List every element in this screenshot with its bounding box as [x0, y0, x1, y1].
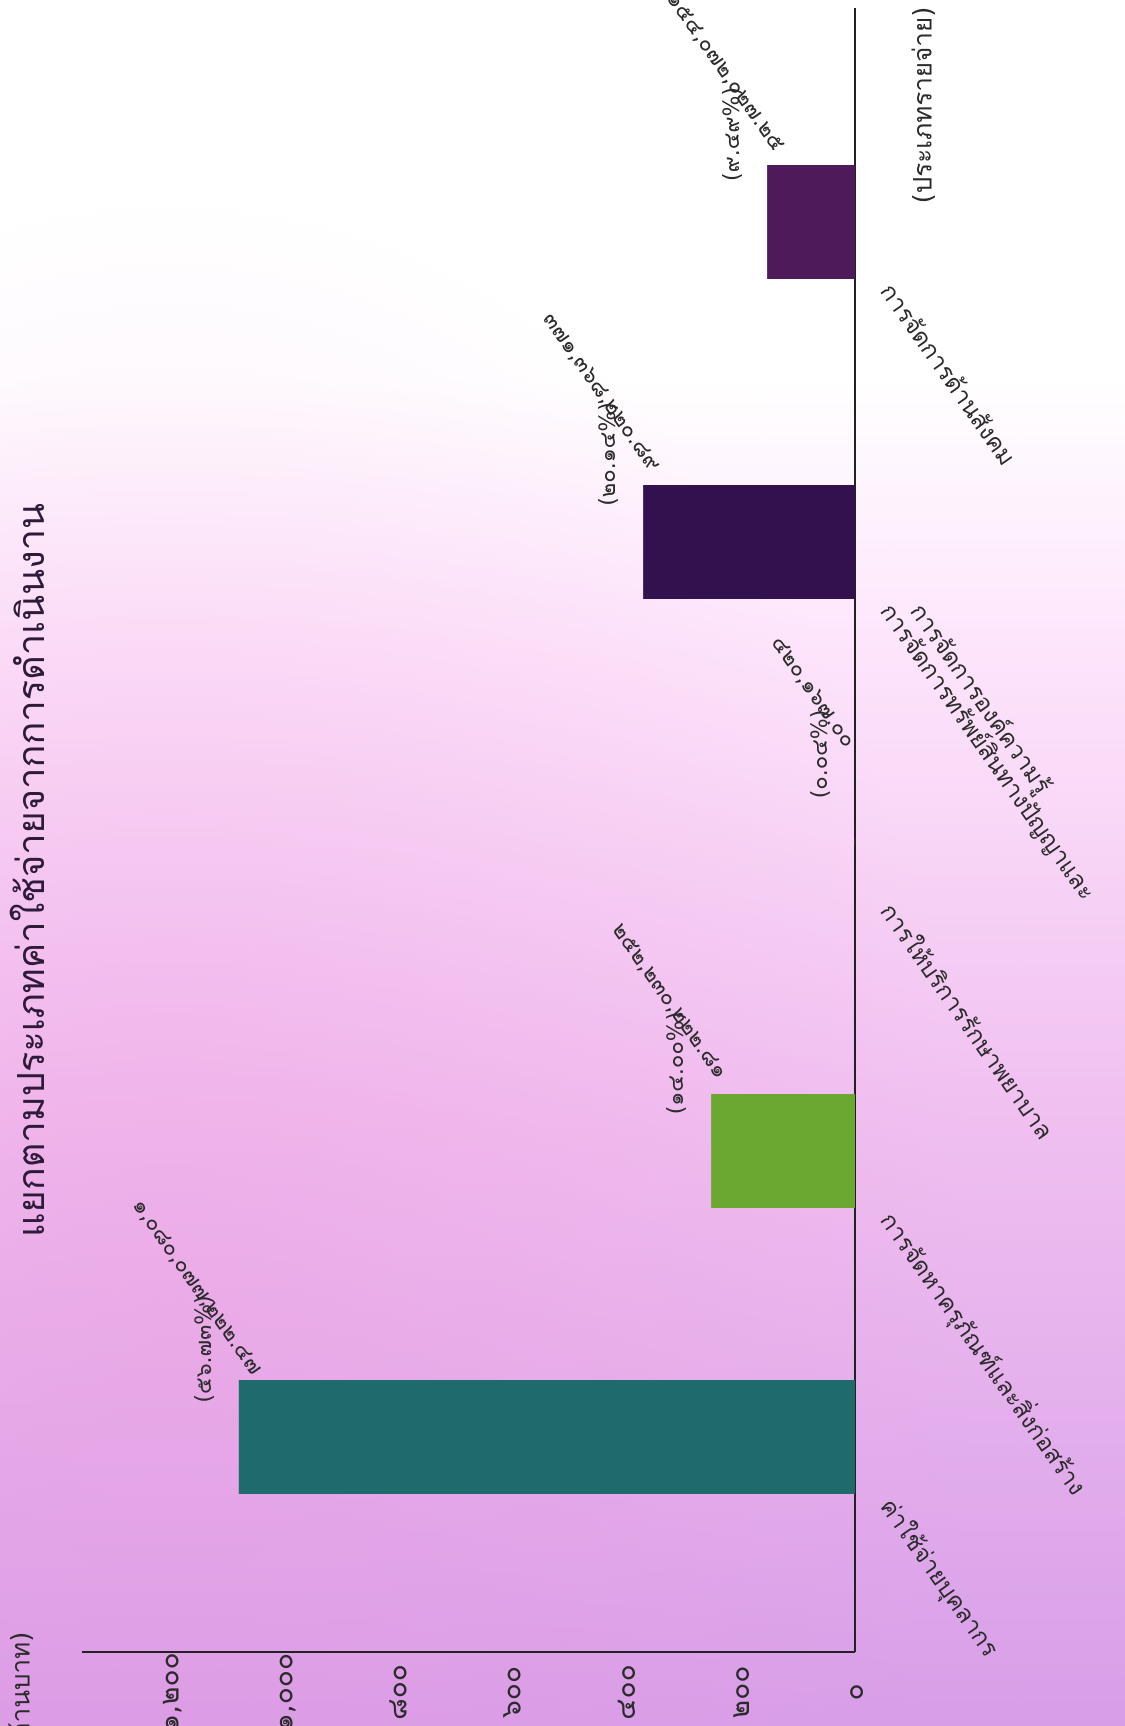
- chart-bars: [238, 165, 856, 1494]
- category-label: การจัดการองค์ความรู้: [904, 598, 1057, 799]
- y-axis-label: (ล้านบาท): [7, 1632, 37, 1726]
- bar: [711, 1094, 855, 1208]
- y-tick-label: ๐: [837, 1683, 870, 1700]
- y-tick-label: ๑,๒๐๐: [152, 1652, 185, 1726]
- x-axis-label: (ประเภทรายจ่าย): [909, 7, 939, 204]
- category-label: การจัดการทรัพย์สินทางปัญญาและ: [874, 598, 1100, 905]
- bar: [238, 1380, 856, 1494]
- bar-percent-label: (๕๖.๗๓%): [192, 1295, 217, 1402]
- bar-percent-label: (๙.๔๙%): [720, 87, 745, 181]
- bar-percent-label: (๒๐.๑๔%): [596, 402, 621, 506]
- y-tick-label: ๔๐๐: [609, 1664, 642, 1719]
- chart-axes: [82, 8, 856, 1653]
- category-label: การจัดการด้านสังคม: [874, 278, 1020, 470]
- bar-percent-label: (๑๔.๐๐%): [664, 1012, 689, 1115]
- category-label: ค่าใช้จ่ายบุคลากร: [874, 1493, 1005, 1662]
- y-tick-label: ๘๐๐: [381, 1664, 414, 1720]
- category-label: การให้บริการรักษาพยาบาล: [874, 898, 1058, 1144]
- y-tick-label: ๒๐๐: [723, 1666, 756, 1719]
- y-tick-label: ๖๐๐: [495, 1666, 528, 1718]
- category-label: การจัดหาครุภัณฑ์และสิ่งก่อสร้าง: [874, 1206, 1094, 1501]
- y-tick-label: ๑,๐๐๐: [267, 1653, 300, 1726]
- bar-percent-label: (๐.๐๔%): [808, 710, 833, 799]
- bar: [767, 165, 855, 279]
- bar: [643, 485, 855, 599]
